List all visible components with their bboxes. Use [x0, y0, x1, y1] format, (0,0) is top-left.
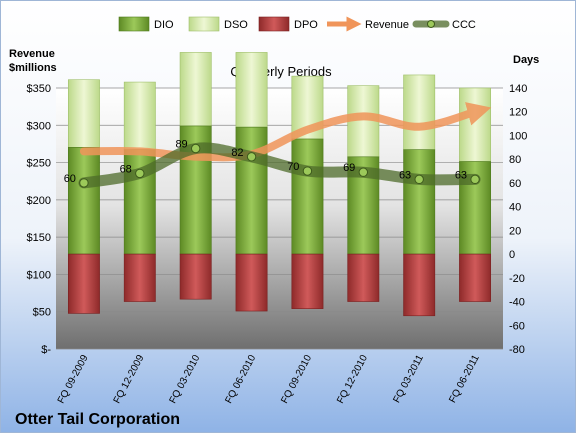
revenue-legend-label: Revenue [365, 19, 409, 31]
y-left-tick-label: $300 [27, 120, 51, 132]
y-right-tick-label: 100 [509, 130, 527, 142]
legend: DIO DSO DPO Revenue CCC [118, 16, 476, 32]
ccc-point [302, 166, 313, 176]
dio-bar [291, 138, 324, 255]
ccc-point [190, 143, 201, 154]
y-left-tick-label: $100 [27, 269, 51, 281]
dpo-bar [67, 253, 100, 314]
dpo-bar [235, 253, 268, 312]
ccc-series: 60 68 89 82 70 69 63 63 [64, 139, 481, 189]
dso-bar [179, 52, 212, 127]
y-left-tick-label: $250 [27, 158, 51, 170]
y-right-tick-label: 80 [509, 154, 521, 166]
dpo-legend-swatch [258, 16, 290, 32]
y-left-tick-label: $200 [27, 195, 51, 207]
dio-bar [403, 149, 436, 255]
ccc-data-label: 69 [343, 162, 355, 174]
y-left-tick-label: $350 [27, 83, 51, 95]
x-tick-label: FQ 03-2010 [168, 353, 203, 406]
x-axis-ticks: FQ 09-2009 FQ 12-2009 FQ 03-2010 FQ 06-2010… [56, 353, 482, 406]
y-right-tick-label: 0 [509, 249, 515, 261]
dso-bar [67, 79, 100, 148]
ccc-point [470, 174, 480, 185]
ccc-point [246, 152, 257, 162]
y-left-tick-label: $150 [27, 232, 51, 244]
ccc-data-label: 63 [455, 169, 467, 181]
dpo-bar [403, 253, 436, 317]
y-right-ticks: -80 -60 -40 -20 0 20 40 60 80 100 120 140 [509, 83, 527, 356]
y-right-tick-label: 120 [509, 107, 527, 119]
ccc-point [79, 178, 89, 188]
ccc-data-label: 82 [231, 147, 243, 159]
x-tick-label: FQ 12-2009 [112, 353, 147, 406]
ccc-data-label: 60 [64, 173, 76, 185]
y-right-tick-label: 20 [509, 225, 521, 237]
y-left-ticks: $- $50 $100 $150 $200 $250 $300 $350 [27, 83, 52, 356]
y-right-tick-label: -60 [509, 320, 525, 332]
ccc-legend-marker [427, 20, 435, 28]
x-tick-label: FQ 12-2010 [335, 353, 370, 406]
dio-legend-swatch [118, 16, 150, 32]
y-right-tick-label: -20 [509, 273, 525, 285]
y-left-tick-label: $50 [33, 307, 51, 319]
company-name: Otter Tail Corporation [15, 411, 180, 428]
x-tick-label: FQ 06-2011 [447, 353, 482, 405]
y-left-axis-label: Revenue [9, 48, 55, 60]
dso-bar [235, 52, 268, 128]
revenue-series [79, 102, 492, 162]
dso-bar [403, 74, 436, 150]
y-right-tick-label: 60 [509, 178, 521, 190]
y-right-tick-label: -40 [509, 297, 525, 309]
dso-legend-label: DSO [224, 19, 248, 31]
x-tick-label: FQ 03-2011 [391, 353, 426, 405]
x-tick-label: FQ 06-2010 [223, 353, 258, 406]
ccc-data-label: 70 [287, 161, 299, 173]
revenue-line [79, 102, 492, 162]
y-right-tick-label: -80 [509, 344, 525, 356]
dpo-bar [179, 253, 212, 300]
ccc-point [135, 168, 145, 179]
y-right-tick-label: 40 [509, 202, 521, 214]
dso-bar [123, 81, 156, 150]
x-tick-label: FQ 09-2009 [56, 353, 91, 406]
ccc-legend-label: CCC [452, 19, 476, 31]
dpo-bar [291, 253, 324, 309]
dso-legend-swatch [188, 16, 220, 32]
dso-bar [459, 87, 492, 162]
y-left-axis-unit-label: $millions [9, 62, 57, 74]
dpo-bar [123, 253, 156, 302]
ccc-data-label: 68 [120, 163, 132, 175]
x-tick-label: FQ 09-2010 [279, 353, 314, 406]
ccc-point [414, 174, 424, 185]
y-right-axis-label: Days [513, 54, 539, 66]
dio-legend-label: DIO [154, 19, 174, 31]
y-right-tick-label: 140 [509, 83, 527, 95]
y-left-tick-label: $- [41, 344, 51, 356]
dpo-bar [347, 253, 380, 302]
ccc-point [358, 167, 369, 177]
dpo-bar [459, 253, 492, 302]
ccc-data-label: 89 [175, 139, 187, 151]
ccc-data-label: 63 [399, 169, 411, 181]
dio-bar [67, 147, 100, 255]
dpo-legend-label: DPO [294, 19, 318, 31]
